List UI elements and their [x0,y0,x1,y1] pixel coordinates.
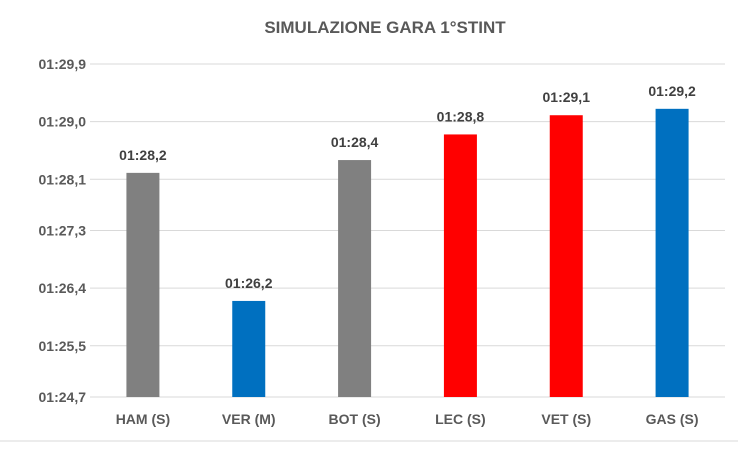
data-label: 01:28,4 [331,134,379,150]
y-axis-ticks: 01:24,7 01:25,5 01:26,4 01:27,3 01:28,1 01:29… [39,56,87,405]
bar [655,108,689,398]
bar [126,172,160,397]
y-tick-label: 01:27,3 [39,223,87,239]
data-label: 01:28,8 [437,108,485,124]
data-labels: 01:28,2 01:26,2 01:28,4 01:28,8 01:29,1 01:29… [119,83,696,291]
y-tick-label: 01:29,0 [39,114,87,130]
y-tick-label: 01:25,5 [39,338,87,354]
y-tick-label: 01:26,4 [39,280,87,296]
y-tick-label: 01:28,1 [39,171,87,187]
y-tick-label: 01:29,9 [39,56,87,72]
x-axis-ticks: HAM (S) VER (M) BOT (S) LEC (S) VET (S) GAS (… [116,411,699,427]
chart-title: SIMULAZIONE GARA 1°STINT [264,18,506,37]
data-label: 01:29,1 [543,89,591,105]
x-tick-label: HAM (S) [116,411,170,427]
data-label: 01:26,2 [225,275,273,291]
x-tick-label: GAS (S) [646,411,699,427]
gridlines [0,63,738,442]
bar [443,134,477,397]
x-tick-label: VER (M) [222,411,276,427]
y-tick-label: 01:24,7 [39,389,87,405]
data-label: 01:29,2 [648,83,696,99]
bars [126,108,689,398]
x-tick-label: VET (S) [541,411,591,427]
bar [338,160,372,397]
bar [232,300,266,397]
x-tick-label: LEC (S) [435,411,486,427]
data-label: 01:28,2 [119,147,167,163]
bar [549,115,583,397]
x-tick-label: BOT (S) [329,411,381,427]
